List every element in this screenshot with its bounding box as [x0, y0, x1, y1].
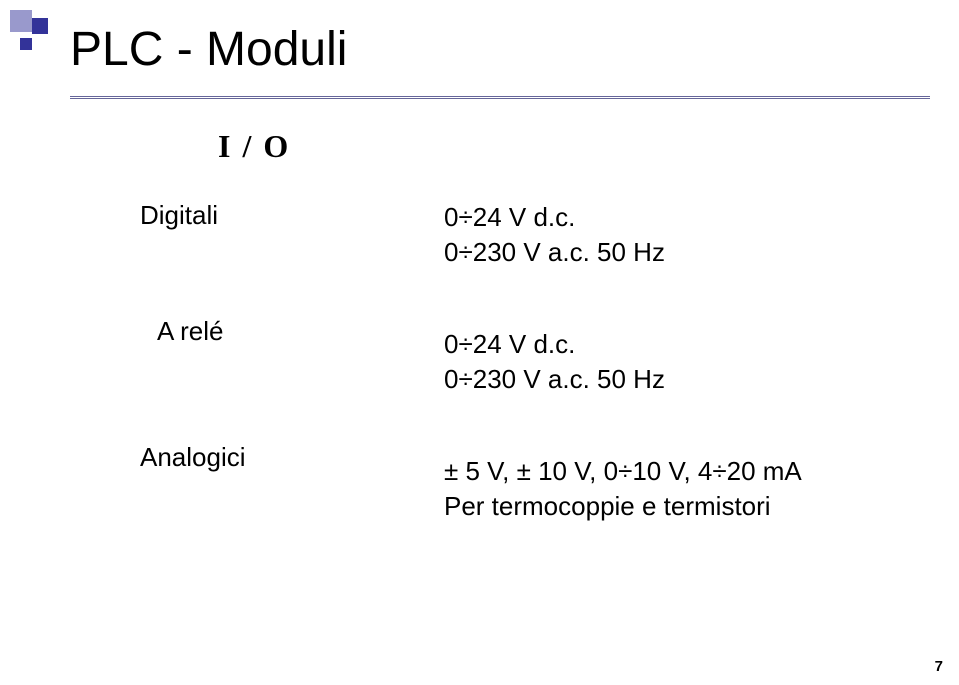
- row-label-rele: A relé: [157, 316, 224, 347]
- deco-square-icon: [20, 38, 32, 50]
- corner-decoration: [10, 10, 66, 58]
- value-line: ± 5 V, ± 10 V, 0÷10 V, 4÷20 mA: [444, 454, 802, 489]
- value-line: 0÷230 V a.c. 50 Hz: [444, 235, 665, 270]
- row-label-analogici: Analogici: [140, 442, 246, 473]
- slide: PLC - Moduli I / O Digitali 0÷24 V d.c. …: [0, 0, 959, 685]
- row-values-analogici: ± 5 V, ± 10 V, 0÷10 V, 4÷20 mA Per termo…: [444, 454, 802, 524]
- row-values-rele: 0÷24 V d.c. 0÷230 V a.c. 50 Hz: [444, 327, 665, 397]
- value-line: 0÷230 V a.c. 50 Hz: [444, 362, 665, 397]
- page-title: PLC - Moduli: [70, 22, 347, 77]
- subtitle: I / O: [218, 128, 290, 165]
- page-number: 7: [935, 658, 943, 675]
- deco-square-icon: [10, 10, 32, 32]
- value-line: Per termocoppie e termistori: [444, 489, 802, 524]
- value-line: 0÷24 V d.c.: [444, 200, 665, 235]
- row-label-digitali: Digitali: [140, 200, 218, 231]
- row-values-digitali: 0÷24 V d.c. 0÷230 V a.c. 50 Hz: [444, 200, 665, 270]
- title-underline: [70, 96, 930, 99]
- value-line: 0÷24 V d.c.: [444, 327, 665, 362]
- deco-square-icon: [32, 18, 48, 34]
